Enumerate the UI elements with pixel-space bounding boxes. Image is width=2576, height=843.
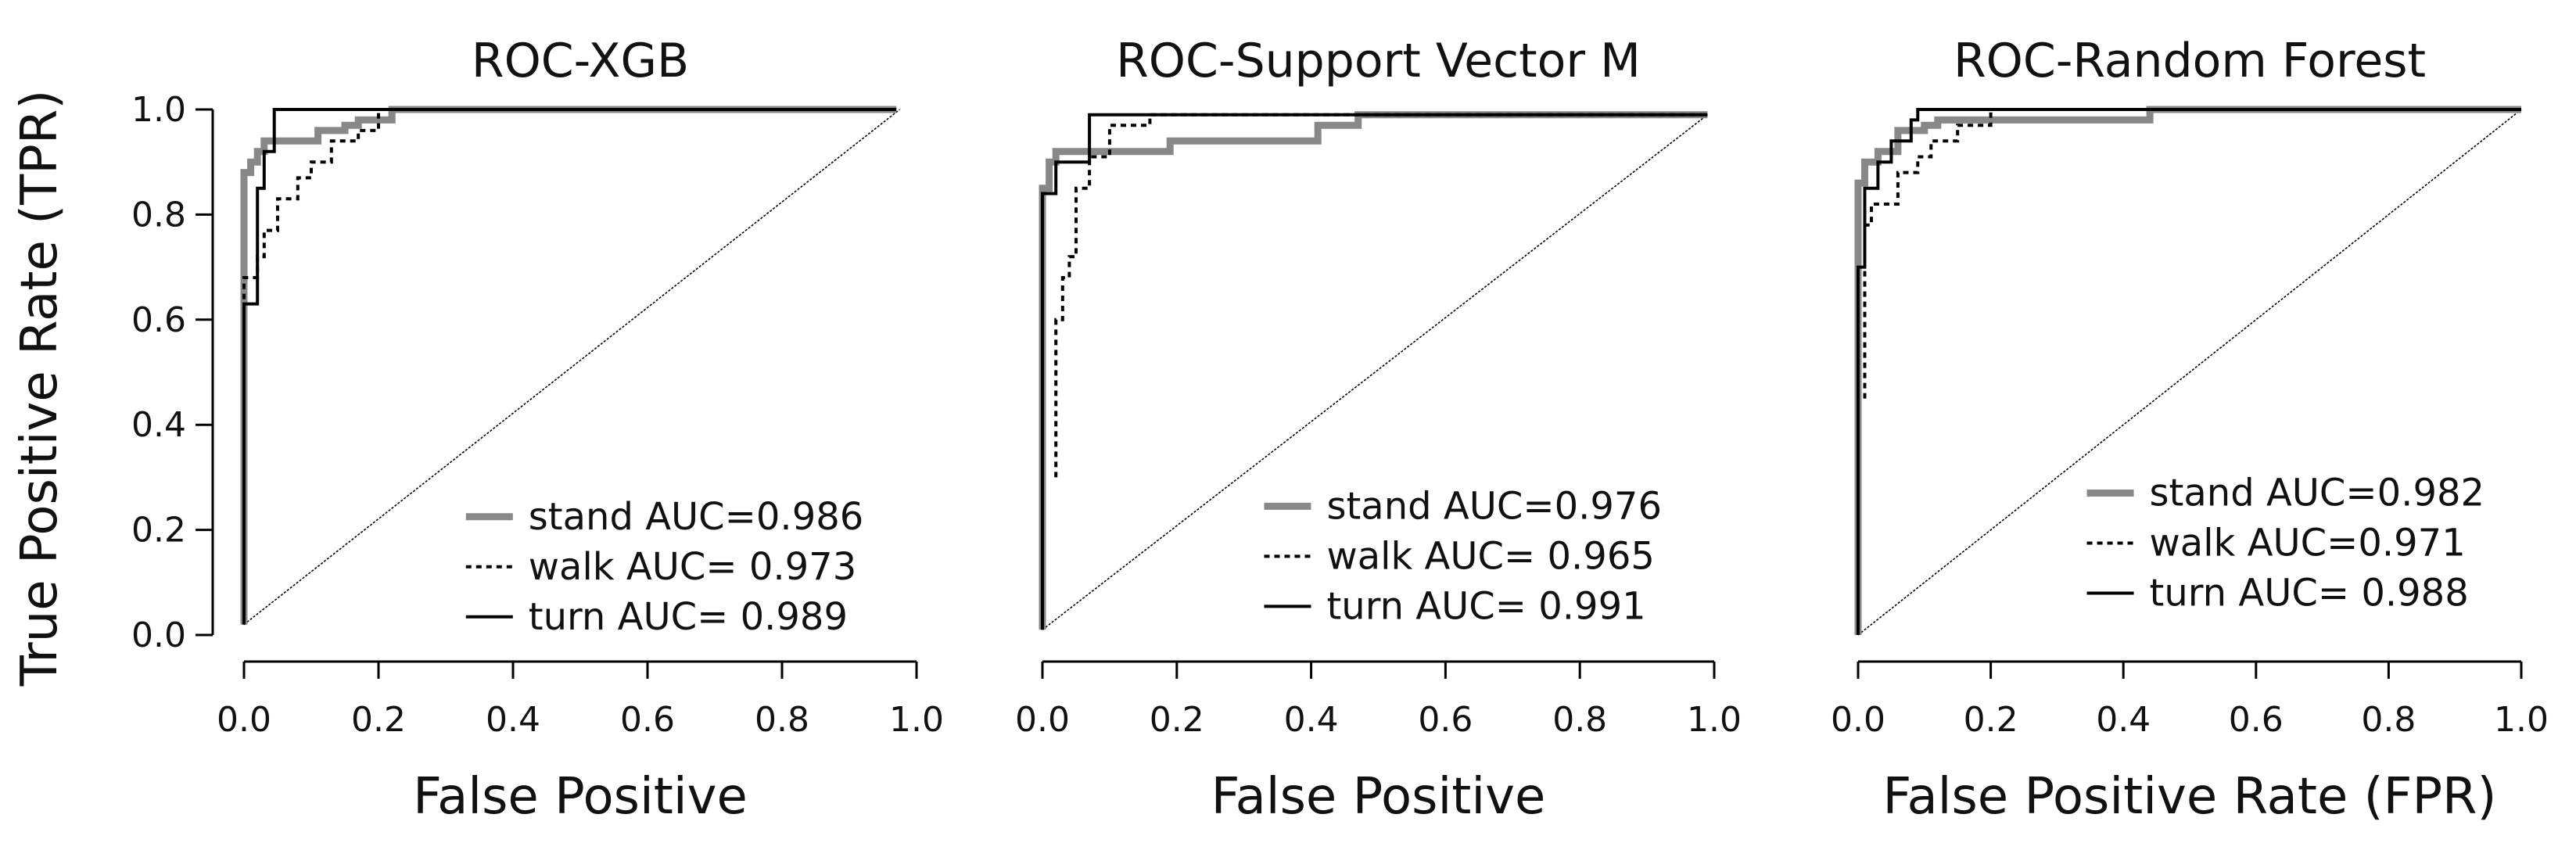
chart-title: ROC-XGB [472,34,689,88]
x-tick-label: 0.0 [1015,700,1070,740]
chance-diagonal [243,109,900,626]
y-tick-label: 0.2 [131,511,186,551]
legend: stand AUC=0.986 walk AUC= 0.973 turn AUC= … [465,495,864,639]
legend-label: turn AUC= 0.988 [2150,572,2469,615]
chart-title: ROC-Random Forest [1954,34,2426,88]
x-tick-label: 0.0 [1831,700,1885,740]
roc-curve-thick-gray [240,106,897,625]
legend-label: stand AUC=0.976 [1326,484,1662,528]
y-tick-label: 0.0 [131,615,186,655]
y-tick-label: 0.4 [131,405,186,445]
x-axis-label: False Positive Rate (FPR) [1883,768,2497,826]
y-tick-label: 0.6 [131,300,186,340]
chart-title: ROC-Support Vector M [1116,34,1641,88]
x-tick-label: 0.2 [351,700,406,740]
roc-curve-thin-black [242,108,897,625]
roc-curve-thin-black [1041,113,1708,630]
x-tick-label: 0.6 [620,700,675,740]
legend-label: walk AUC= 0.965 [1326,534,1654,578]
chance-diagonal [1042,114,1708,630]
x-tick-label: 0.2 [1964,700,2018,740]
x-tick-label: 1.0 [1687,700,1742,740]
x-tick-label: 0.8 [1552,700,1607,740]
legend-label: walk AUC=0.971 [2150,522,2466,565]
legend-label: walk AUC= 0.973 [529,545,856,589]
roc-curve-thick-gray [1039,111,1708,630]
legend-label: stand AUC=0.986 [529,495,864,539]
roc-curve-dotted [1054,113,1708,478]
legend-label: stand AUC=0.982 [2150,472,2485,515]
x-tick-label: 0.0 [217,700,271,740]
y-tick-label: 0.8 [131,195,186,235]
legend-label: turn AUC= 0.991 [1326,584,1645,628]
chance-diagonal [1857,109,2522,636]
legend: stand AUC=0.976 walk AUC= 0.965 turn AUC= … [1264,484,1662,628]
roc-panel-2: ROC-Support Vector M 0.0 0.2 0.4 0.6 0.8 1.0 Fa… [1015,34,1742,826]
legend: stand AUC=0.982 walk AUC=0.971 turn AUC= 0… [2086,472,2485,615]
roc-panel-3: ROC-Random Forest 0.0 0.2 0.4 0.6 0.8 1.0 False… [1831,34,2549,826]
x-tick-label: 0.8 [755,700,809,740]
x-tick-label: 0.8 [2361,700,2416,740]
x-tick-label: 1.0 [2494,700,2549,740]
x-tick-label: 0.6 [2229,700,2284,740]
legend-label: turn AUC= 0.989 [529,595,848,639]
roc-curve-dotted [1863,108,2521,399]
y-tick-label: 1.0 [131,90,186,130]
x-axis-label: False Positive [413,768,748,826]
x-tick-label: 0.4 [2096,700,2151,740]
roc-curve-thick-gray [1854,106,2521,635]
x-tick-label: 1.0 [889,700,944,740]
x-tick-label: 0.6 [1418,700,1473,740]
roc-curve-thin-black [1857,108,2521,635]
x-tick-label: 0.4 [1284,700,1339,740]
x-tick-label: 0.4 [486,700,540,740]
x-tick-label: 0.2 [1150,700,1204,740]
x-axis-label: False Positive [1211,768,1546,826]
y-axis-label: True Positive Rate (TPR) [11,90,69,687]
